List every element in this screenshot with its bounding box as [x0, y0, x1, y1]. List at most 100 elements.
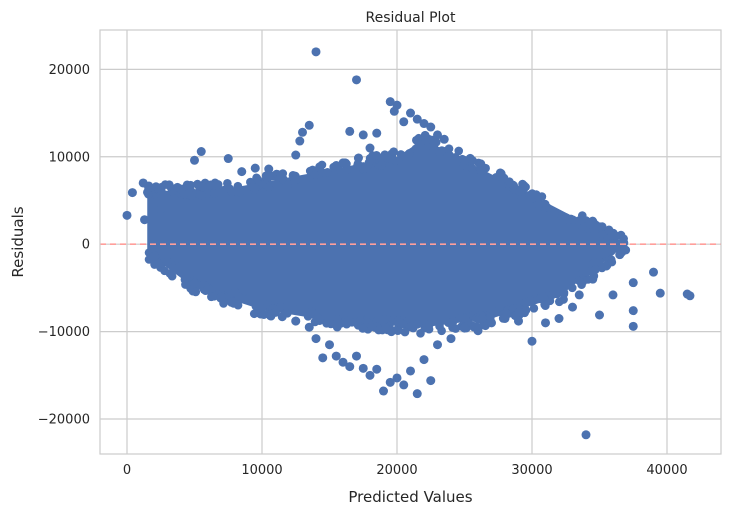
- x-tick-label: 0: [123, 463, 131, 478]
- scatter-point: [352, 75, 361, 85]
- scatter-point: [252, 173, 261, 183]
- y-axis-label: Residuals: [9, 206, 27, 277]
- scatter-point: [353, 153, 363, 163]
- scatter-point: [331, 161, 341, 171]
- scatter-point: [433, 130, 442, 140]
- scatter-point: [581, 430, 591, 440]
- scatter-point: [389, 147, 399, 156]
- scatter-point: [619, 244, 629, 254]
- scatter-point: [538, 291, 548, 301]
- y-tick-label: 0: [82, 238, 90, 253]
- x-tick-labels: 0 10000 20000 30000 40000: [123, 463, 688, 478]
- scatter-point: [591, 265, 600, 274]
- scatter-point: [157, 186, 166, 195]
- scatter-point: [478, 314, 487, 323]
- y-tick-labels: −20000 −10000 0 10000 20000: [38, 63, 90, 428]
- scatter-point: [467, 163, 476, 173]
- scatter-point: [554, 297, 564, 307]
- scatter-point: [527, 336, 537, 346]
- scatter-point: [163, 257, 172, 267]
- scatter-point: [424, 324, 434, 334]
- scatter-point: [399, 152, 408, 161]
- scatter-point: [219, 185, 229, 195]
- scatter-point: [476, 166, 486, 176]
- scatter-point: [460, 323, 469, 333]
- scatter-point: [144, 182, 154, 192]
- scatter-point: [649, 267, 658, 277]
- scatter-point: [358, 363, 368, 373]
- scatter-point: [473, 326, 483, 336]
- scatter-point: [250, 163, 260, 173]
- scatter-point: [444, 144, 454, 153]
- scatter-point: [144, 189, 153, 199]
- scatter-point: [323, 168, 332, 177]
- scatter-point: [541, 318, 550, 328]
- scatter-point: [427, 135, 437, 145]
- y-tick-label: −20000: [38, 413, 90, 428]
- scatter-point: [176, 261, 186, 271]
- scatter-point: [259, 310, 269, 319]
- scatter-point: [393, 326, 403, 335]
- x-tick-label: 20000: [376, 463, 417, 478]
- scatter-point: [249, 309, 259, 319]
- scatter-point: [607, 231, 616, 240]
- scatter-point: [540, 300, 549, 309]
- scatter-point: [333, 321, 343, 330]
- scatter-point: [345, 126, 355, 136]
- scatter-point: [490, 177, 499, 187]
- scatter-point: [160, 266, 169, 276]
- scatter-point: [568, 302, 577, 312]
- scatter-point: [325, 340, 334, 350]
- scatter-point: [227, 297, 236, 306]
- scatter-point: [365, 370, 375, 380]
- scatter-point: [500, 313, 510, 323]
- y-tick-label: 20000: [49, 63, 90, 78]
- scatter-point: [358, 130, 368, 140]
- scatter-point: [277, 312, 287, 322]
- scatter-point: [307, 307, 316, 316]
- scatter-point: [531, 190, 541, 199]
- scatter-point: [581, 267, 591, 277]
- scatter-point: [534, 199, 543, 209]
- scatter-point: [338, 158, 348, 168]
- scatter-point: [552, 289, 562, 299]
- scatter-point: [619, 234, 628, 243]
- scatter-point: [304, 120, 314, 130]
- scatter-point: [358, 324, 368, 333]
- scatter-point: [448, 317, 458, 326]
- scatter-point: [251, 302, 261, 311]
- scatter-point: [628, 278, 638, 288]
- scatter-point: [298, 127, 307, 137]
- scatter-point: [317, 160, 327, 170]
- x-tick-label: 40000: [646, 463, 687, 478]
- x-tick-label: 10000: [241, 463, 282, 478]
- scatter-points: [122, 47, 695, 440]
- scatter-point: [399, 117, 409, 127]
- scatter-point: [310, 170, 320, 180]
- plot-frame: [99, 29, 722, 455]
- scatter-point: [595, 310, 604, 320]
- scatter-point: [219, 299, 228, 308]
- scatter-point: [190, 155, 199, 165]
- scatter-point: [197, 191, 207, 200]
- scatter-point: [585, 219, 594, 228]
- scatter-point: [685, 291, 695, 301]
- scatter-point: [521, 182, 530, 192]
- scatter-point: [186, 180, 195, 190]
- scatter-point: [577, 280, 586, 290]
- scatter-point: [176, 184, 186, 194]
- scatter-point: [352, 351, 361, 361]
- scatter-point: [385, 97, 395, 107]
- scatter-point: [450, 155, 460, 165]
- scatter-point: [588, 274, 598, 284]
- scatter-point: [271, 307, 280, 317]
- scatter-point: [608, 290, 618, 300]
- scatter-point: [293, 304, 303, 314]
- scatter-point: [291, 175, 300, 185]
- scatter-point: [360, 164, 370, 173]
- scatter-point: [577, 211, 587, 220]
- scatter-point: [250, 183, 260, 192]
- scatter-point: [392, 100, 402, 110]
- scatter-point: [514, 316, 523, 326]
- scatter-point: [379, 386, 388, 396]
